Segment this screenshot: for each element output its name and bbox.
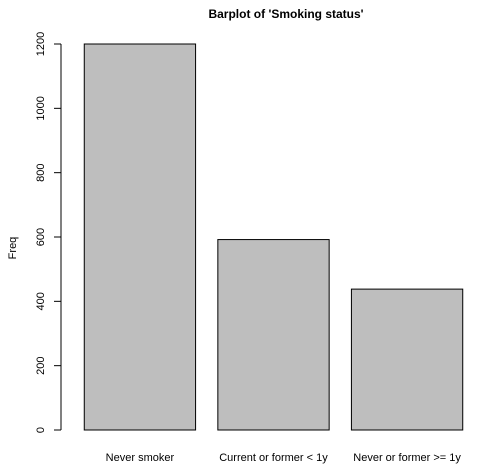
y-tick-label: 1200 [35, 32, 47, 56]
y-tick-label: 400 [35, 292, 47, 310]
bar [217, 239, 330, 431]
x-tick-label: Never or former >= 1y [353, 452, 461, 464]
x-axis-labels: Never smoker Current or former < 1y Never … [106, 452, 462, 464]
y-tick-label: 800 [35, 163, 47, 181]
bars-group [83, 43, 464, 431]
y-tick-label: 0 [35, 427, 47, 433]
bar [350, 288, 464, 431]
x-tick-label: Never smoker [106, 452, 175, 464]
y-tick-label: 200 [35, 356, 47, 374]
y-tick-label: 600 [35, 228, 47, 246]
x-tick-label: Current or former < 1y [219, 452, 328, 464]
y-axis: 0 200 400 600 800 1000 1200 [35, 32, 62, 433]
chart-title: Barplot of 'Smoking status' [208, 7, 363, 21]
y-axis-label: Freq [7, 237, 19, 260]
bar [83, 43, 197, 431]
y-tick-label: 1000 [35, 96, 47, 120]
